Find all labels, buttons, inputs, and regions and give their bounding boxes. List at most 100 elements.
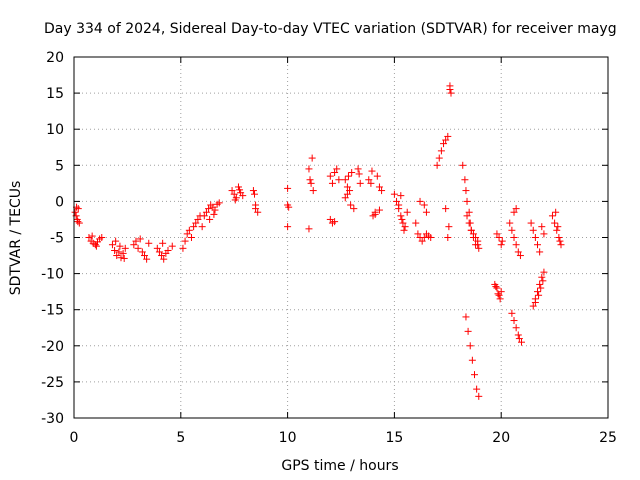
data-point bbox=[136, 235, 144, 243]
data-point bbox=[367, 179, 375, 187]
data-point bbox=[529, 226, 537, 234]
data-point bbox=[119, 249, 127, 257]
data-points bbox=[71, 82, 565, 400]
data-point bbox=[98, 234, 106, 241]
data-point bbox=[517, 338, 525, 346]
data-point bbox=[307, 179, 315, 187]
data-point bbox=[164, 246, 172, 254]
data-point bbox=[341, 194, 349, 202]
data-point bbox=[400, 226, 408, 234]
data-point bbox=[474, 237, 482, 245]
data-point bbox=[512, 324, 520, 332]
data-point bbox=[355, 170, 363, 178]
data-point bbox=[326, 172, 334, 180]
data-point bbox=[495, 291, 503, 299]
data-point bbox=[492, 283, 500, 291]
data-point bbox=[132, 237, 140, 245]
data-point bbox=[365, 176, 373, 184]
data-point bbox=[420, 234, 428, 241]
data-point bbox=[143, 255, 151, 263]
data-point bbox=[494, 290, 502, 298]
data-point bbox=[375, 183, 383, 191]
data-point bbox=[536, 248, 544, 256]
data-point bbox=[183, 230, 191, 238]
data-point bbox=[440, 140, 448, 148]
data-point bbox=[515, 335, 523, 343]
chart-title: Day 334 of 2024, Sidereal Day-to-day VTE… bbox=[44, 21, 617, 37]
data-point bbox=[437, 147, 445, 155]
data-point bbox=[537, 284, 545, 292]
data-point bbox=[556, 237, 564, 245]
data-point bbox=[130, 241, 138, 249]
data-point bbox=[187, 234, 195, 241]
x-tick-label: 0 bbox=[70, 430, 79, 446]
data-point bbox=[284, 201, 292, 209]
data-point bbox=[444, 132, 452, 140]
data-point bbox=[539, 277, 547, 285]
data-point bbox=[111, 246, 119, 254]
data-point bbox=[202, 208, 210, 216]
data-point bbox=[85, 234, 93, 241]
data-point bbox=[553, 226, 561, 234]
data-point bbox=[234, 183, 242, 191]
data-point bbox=[540, 230, 548, 238]
data-point bbox=[347, 201, 355, 209]
data-point bbox=[239, 192, 247, 200]
data-point bbox=[116, 242, 124, 250]
data-point bbox=[168, 242, 176, 250]
data-point bbox=[249, 187, 257, 195]
data-point bbox=[145, 239, 153, 247]
data-point bbox=[465, 208, 473, 216]
data-point bbox=[308, 154, 316, 162]
data-point bbox=[284, 223, 292, 231]
data-point bbox=[446, 82, 454, 90]
data-point bbox=[466, 342, 474, 350]
data-point bbox=[305, 225, 313, 233]
data-point bbox=[514, 248, 522, 256]
data-point bbox=[397, 212, 405, 220]
data-point bbox=[328, 179, 336, 187]
data-point bbox=[529, 302, 537, 310]
data-point bbox=[496, 295, 504, 303]
data-point bbox=[531, 298, 539, 306]
data-point bbox=[368, 167, 376, 175]
data-point bbox=[435, 154, 443, 162]
plot-frame bbox=[73, 56, 609, 419]
y-tick-label: -15 bbox=[41, 303, 64, 319]
data-point bbox=[74, 205, 82, 213]
data-point bbox=[534, 241, 542, 249]
data-point bbox=[185, 226, 193, 234]
grid-layer bbox=[74, 57, 608, 418]
data-point bbox=[390, 190, 398, 198]
x-tick-label: 15 bbox=[385, 430, 403, 446]
data-point bbox=[512, 205, 520, 213]
data-point bbox=[331, 169, 339, 177]
data-point bbox=[378, 187, 386, 195]
data-point bbox=[397, 192, 405, 200]
data-point bbox=[75, 219, 83, 227]
data-point bbox=[335, 176, 343, 184]
data-point bbox=[230, 190, 238, 198]
data-point bbox=[343, 190, 351, 198]
data-point bbox=[471, 371, 478, 379]
data-point bbox=[399, 219, 407, 227]
x-tick-label: 10 bbox=[279, 430, 297, 446]
data-point bbox=[418, 237, 426, 245]
data-point bbox=[508, 226, 516, 234]
data-point bbox=[210, 210, 218, 218]
y-tick-label: -5 bbox=[50, 231, 64, 247]
data-point bbox=[348, 169, 356, 177]
data-point bbox=[206, 215, 214, 223]
data-point bbox=[181, 237, 189, 245]
data-point bbox=[461, 176, 469, 184]
data-point bbox=[557, 241, 565, 249]
data-point bbox=[475, 244, 483, 252]
data-point bbox=[552, 208, 560, 216]
data-point bbox=[442, 136, 450, 144]
data-point bbox=[414, 230, 422, 238]
data-point bbox=[284, 184, 292, 192]
data-point bbox=[531, 234, 539, 241]
data-point bbox=[160, 255, 168, 263]
data-point bbox=[115, 248, 123, 256]
